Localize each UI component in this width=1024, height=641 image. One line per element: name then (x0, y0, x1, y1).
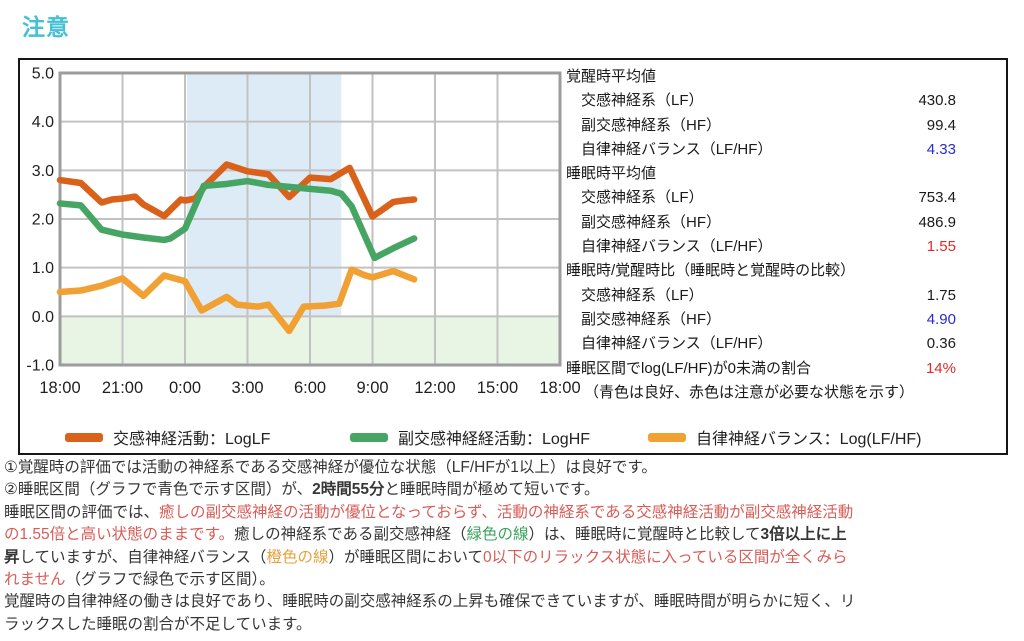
stats-row-label: 交感神経系（LF） (581, 189, 704, 207)
stats-row: 交感神経系（LF） 753.4 (566, 186, 1002, 210)
stats-row-value: 0.36 (926, 335, 956, 353)
evaluation-segment: 0以下のリラックス状態に入っている区間が全くみら (483, 548, 848, 566)
stats-row-value: 4.33 (926, 140, 956, 158)
autonomic-activity-chart: 5.0 4.0 3.0 2.0 1.0 0.0 -1.0 18:00 21:00 0:00 3:00… (26, 66, 580, 398)
evaluation-segment: 癒しの神経系である副交感神経（ (234, 526, 467, 544)
stats-row-label: 副交感神経系（HF） (581, 116, 721, 134)
stats-note: （青色は良好、赤色は注意が必要な状態を示す） (584, 383, 915, 401)
series-line-2 (56, 266, 418, 335)
stats-row: 副交感神経系（HF） 4.90 (566, 308, 1002, 332)
evaluation-segment: ラックスした睡眠の割合が不足しています。 (4, 615, 312, 633)
stats-row-value: 4.90 (926, 310, 956, 328)
stats-row-value: 14% (925, 359, 956, 377)
evaluation-line: 覚醒時の自律神経の働きは良好であり、睡眠時の副交感神経系の上昇も確保できています… (4, 591, 1022, 613)
chart-legend: 交感神経活動：LogLF 副交感神経経活動：LogHF 自律神経バランス：Log(L… (20, 424, 1002, 450)
series-line-0 (56, 161, 418, 220)
stats-row: 交感神経系（LF） 430.8 (566, 89, 1002, 113)
stats-group-header: 睡眠時/覚醒時比（睡眠時と覚醒時の比較） (566, 262, 856, 280)
evaluation-segment: と睡眠時間が極めて短いです。 (384, 481, 600, 499)
x-tick-label: 18:00 (39, 379, 80, 397)
stats-row-label: 副交感神経系（HF） (581, 213, 721, 231)
y-tick-label: 1.0 (32, 260, 54, 277)
stats-row: 副交感神経系（HF） 486.9 (566, 211, 1002, 235)
evaluation-line: ①覚醒時の評価では活動の神経系である交感神経が優位な状態（LF/HFが1以上）は… (4, 457, 1022, 479)
stats-row: 自律神経バランス（LF/HF） 4.33 (566, 138, 1002, 162)
stats-row-label: 睡眠区間でlog(LF/HF)が0未満の割合 (566, 359, 812, 377)
x-tick-label: 6:00 (294, 379, 326, 397)
y-tick-label: 5.0 (32, 66, 54, 83)
legend-swatch (65, 432, 103, 442)
stats-row-value: 486.9 (918, 213, 956, 231)
plot-border (58, 71, 562, 367)
evaluation-segment: れません (4, 571, 66, 589)
x-tick-label: 3:00 (231, 379, 263, 397)
evaluation-segment: 癒しの副交感神経の活動が優位となっておらず、活動の神経系である交感神経活動が副交… (159, 503, 854, 521)
legend-item: 副交感神経経活動：LogHF (350, 424, 590, 450)
stats-row: 副交感神経系（HF） 99.4 (566, 114, 1002, 138)
x-tick-label: 0:00 (169, 379, 201, 397)
stats-row-label: 自律神経バランス（LF/HF） (581, 335, 773, 353)
y-tick-label: 4.0 (32, 114, 54, 131)
evaluation-segment: していますが、自律神経バランス（ (19, 548, 267, 566)
evaluation-segment: 昇 (4, 548, 20, 566)
stats-row-value: 753.4 (918, 189, 956, 207)
evaluation-segment: 覚醒時の自律神経の働きは良好であり、睡眠時の副交感神経系の上昇も確保できています… (4, 593, 856, 611)
stats-row-value: 1.75 (926, 286, 956, 304)
stats-row-label: 交感神経系（LF） (581, 286, 704, 304)
stats-row-label: 副交感神経系（HF） (581, 310, 721, 328)
legend-item: 自律神経バランス：Log(LF/HF) (648, 424, 921, 450)
evaluation-segment: ）は、睡眠時に覚醒時と比較して (528, 526, 761, 544)
evaluation-segment: 緑色の線 (466, 526, 529, 544)
evaluation-line: ラックスした睡眠の割合が不足しています。 (4, 614, 1022, 636)
evaluation-line: ②睡眠区間（グラフで青色で示す区間）が、2時間55分と睡眠時間が極めて短いです。 (4, 479, 1022, 501)
evaluation-line: れません（グラフで緑色で示す区間）。 (4, 569, 1022, 591)
y-tick-label: 3.0 (32, 163, 54, 180)
y-tick-label: 2.0 (32, 212, 54, 229)
evaluation-segment: の1.55倍と高い状態のままです。 (4, 526, 235, 544)
stats-group-header: 睡眠時平均値 (566, 165, 657, 183)
chart-panel-box: 5.0 4.0 3.0 2.0 1.0 0.0 -1.0 18:00 21:00 0:00 3:00… (18, 58, 1008, 455)
evaluation-line: 睡眠区間の評価では、癒しの副交感神経の活動が優位となっておらず、活動の神経系であ… (4, 502, 1022, 524)
stats-row-label: 自律神経バランス（LF/HF） (581, 238, 773, 256)
legend-label: 副交感神経経活動：LogHF (398, 431, 591, 448)
stats-row: 自律神経バランス（LF/HF） 1.55 (566, 235, 1002, 259)
x-tick-label: 9:00 (356, 379, 388, 397)
legend-swatch (350, 432, 388, 442)
stats-row-value: 99.4 (926, 116, 956, 134)
legend-item: 交感神経活動：LogLF (65, 424, 270, 450)
stats-row-value: 430.8 (918, 92, 956, 110)
legend-label: 自律神経バランス：Log(LF/HF) (696, 431, 922, 448)
stats-row-value: 1.55 (926, 238, 956, 256)
x-tick-label: 18:00 (539, 379, 580, 397)
evaluation-segment: ②睡眠区間（グラフで青色で示す区間）が、 (4, 481, 313, 499)
stats-row-label: 交感神経系（LF） (581, 92, 704, 110)
stats-row: 自律神経バランス（LF/HF） 0.36 (566, 332, 1002, 356)
stats-row-label: 自律神経バランス（LF/HF） (581, 140, 773, 158)
page-title: 注意 (22, 14, 70, 40)
series-line-1 (56, 177, 418, 262)
evaluation-segment: 2時間55分 (312, 481, 385, 499)
evaluation-segment: ①覚醒時の評価では活動の神経系である交感神経が優位な状態（LF/HFが1以上）は… (4, 459, 657, 476)
x-tick-label: 12:00 (414, 379, 455, 397)
y-tick-label: -1.0 (26, 358, 54, 375)
evaluation-text: ①覚醒時の評価では活動の神経系である交感神経が優位な状態（LF/HFが1以上）は… (4, 457, 1022, 636)
evaluation-line: 昇していますが、自律神経バランス（橙色の線）が睡眠区間において0以下のリラックス… (4, 547, 1022, 569)
evaluation-line: の1.55倍と高い状態のままです。癒しの神経系である副交感神経（緑色の線）は、睡… (4, 524, 1022, 546)
stats-row: 交感神経系（LF） 1.75 (566, 284, 1002, 308)
stats-row: 睡眠区間でlog(LF/HF)が0未満の割合 14% (566, 357, 1002, 381)
evaluation-segment: 睡眠区間の評価では、 (4, 503, 160, 521)
evaluation-segment: 橙色の線 (266, 548, 329, 566)
legend-swatch (648, 432, 686, 442)
evaluation-segment: 3倍以上に上 (760, 526, 847, 544)
stats-group-header: 覚醒時平均値 (566, 68, 657, 85)
x-tick-label: 21:00 (102, 379, 143, 397)
evaluation-segment: （グラフで緑色で示す区間）。 (65, 571, 275, 589)
x-tick-label: 15:00 (477, 379, 518, 397)
legend-label: 交感神経活動：LogLF (113, 431, 271, 448)
evaluation-segment: ）が睡眠区間において (328, 548, 483, 566)
stats-panel: 覚醒時平均値交感神経系（LF） 430.8 副交感神経系（HF） 99.4 自律神経バラ… (566, 65, 1002, 405)
y-tick-label: 0.0 (32, 309, 54, 326)
